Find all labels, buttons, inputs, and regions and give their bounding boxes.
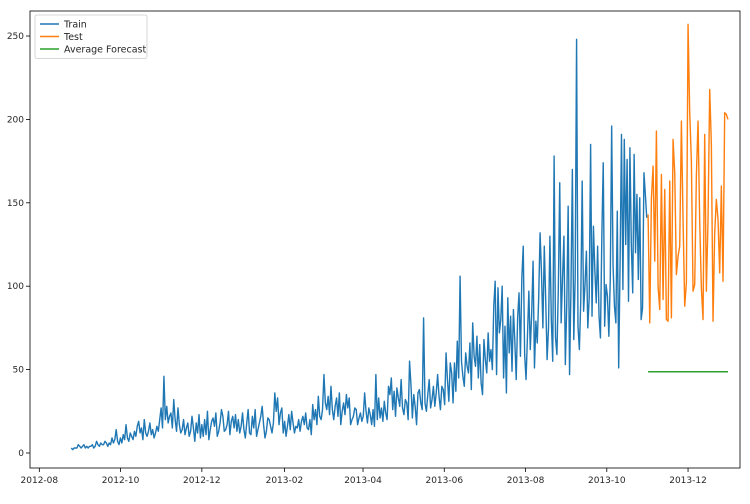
y-tick-label: 0 <box>18 449 24 459</box>
x-tick-label: 2013-06 <box>425 476 463 486</box>
x-tick-label: 2012-10 <box>102 476 140 486</box>
legend-label-average-forecast: Average Forecast <box>64 45 147 56</box>
axes: 2012-08 2012-10 2012-12 2013-02 2013-04 2013-… <box>7 10 741 486</box>
y-tick-label: 250 <box>7 32 24 42</box>
x-tick-label: 2012-08 <box>21 476 59 486</box>
y-tick-label: 200 <box>7 115 24 125</box>
plot-area <box>70 23 729 451</box>
x-tick-label: 2013-04 <box>344 476 382 486</box>
y-tick-label: 150 <box>7 199 24 209</box>
y-tick-label: 50 <box>13 366 25 376</box>
axes-frame <box>29 10 741 469</box>
legend-label-train: Train <box>63 20 87 31</box>
y-tick-label: 100 <box>7 282 24 292</box>
x-tick-label: 2013-02 <box>266 476 304 486</box>
x-tick-label: 2013-08 <box>507 476 545 486</box>
legend-label-test: Test <box>63 32 83 43</box>
x-tick-label: 2013-10 <box>588 476 626 486</box>
legend-box <box>34 14 148 59</box>
series-line-train <box>70 38 648 451</box>
x-tick-label: 2012-12 <box>183 476 221 486</box>
series-line-test <box>647 23 729 324</box>
x-tick-label: 2013-12 <box>669 476 707 486</box>
